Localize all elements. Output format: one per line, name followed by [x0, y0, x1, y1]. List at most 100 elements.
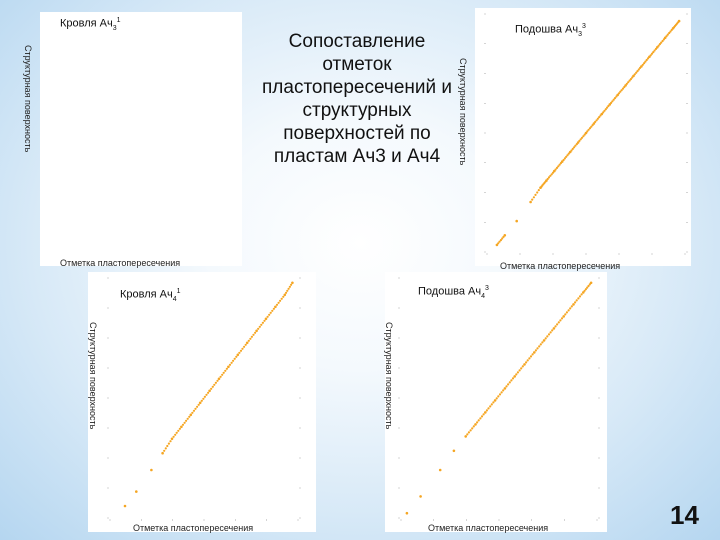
- data-point: [652, 51, 655, 54]
- data-point: [498, 240, 501, 243]
- data-point: [150, 468, 153, 472]
- data-point: [656, 46, 659, 49]
- data-point: [551, 329, 554, 332]
- data-point: [225, 367, 228, 370]
- data-point: [572, 303, 575, 306]
- data-point: [602, 111, 605, 114]
- data-point: [174, 433, 177, 436]
- data-point: [628, 79, 631, 82]
- data-point: [621, 87, 625, 90]
- data-point: [653, 49, 656, 52]
- data-point: [636, 70, 639, 73]
- data-point: [546, 177, 549, 181]
- data-point: [213, 383, 216, 386]
- data-point: [224, 369, 227, 372]
- data-point: [405, 511, 409, 515]
- data-point: [584, 288, 587, 291]
- data-point: [510, 379, 513, 382]
- data-point: [275, 303, 279, 306]
- data-point: [511, 377, 515, 380]
- data-point: [668, 31, 671, 35]
- data-point: [518, 369, 521, 372]
- data-point: [592, 122, 596, 125]
- data-point: [479, 417, 482, 420]
- data-point: [567, 309, 570, 312]
- chart-bottom-right: [385, 272, 607, 532]
- chart-top-left-xlabel: Отметка пластопересечения: [60, 258, 181, 268]
- data-point: [616, 93, 619, 97]
- data-point: [202, 397, 205, 400]
- data-point: [629, 78, 632, 81]
- data-point: [579, 138, 582, 141]
- page-number: 14: [670, 500, 699, 530]
- data-point: [164, 447, 167, 450]
- data-point: [555, 166, 559, 169]
- data-point: [477, 419, 480, 422]
- data-point: [244, 343, 247, 346]
- data-point: [282, 295, 285, 298]
- data-point: [180, 425, 183, 429]
- data-point: [575, 143, 578, 146]
- data-point: [569, 307, 572, 310]
- data-point: [559, 319, 562, 322]
- data-point: [529, 200, 532, 204]
- data-point: [533, 351, 536, 354]
- data-point: [627, 81, 630, 84]
- data-point: [570, 149, 573, 152]
- data-point: [580, 293, 583, 296]
- data-point: [163, 449, 166, 452]
- chart-bottom-right-ylabel: Структурная поверхность: [384, 322, 394, 430]
- data-point: [557, 321, 560, 324]
- chart-bottom-right-xlabel: Отметка пластопересечения: [428, 523, 549, 533]
- data-point: [599, 114, 602, 117]
- data-point: [594, 120, 597, 123]
- data-point: [612, 98, 615, 101]
- data-point: [191, 411, 194, 414]
- data-point: [288, 285, 291, 288]
- chart-bottom-right-plot: [398, 277, 600, 521]
- data-point: [500, 391, 503, 394]
- data-point: [249, 337, 252, 340]
- data-point: [549, 174, 552, 177]
- data-point: [669, 30, 672, 33]
- chart-top-right-xlabel: Отметка пластопересечения: [500, 261, 621, 271]
- chart-top-right-ylabel: Структурная поверхность: [458, 58, 468, 166]
- data-point: [185, 419, 188, 422]
- data-point: [643, 62, 646, 65]
- data-point: [189, 413, 193, 417]
- data-point: [217, 377, 221, 381]
- data-point: [619, 90, 622, 93]
- data-point: [515, 219, 518, 223]
- data-point: [243, 345, 246, 348]
- data-point: [283, 293, 287, 297]
- data-point: [161, 451, 164, 455]
- data-point: [565, 311, 568, 314]
- data-point: [562, 315, 565, 318]
- data-point: [502, 235, 505, 238]
- data-point: [610, 101, 613, 104]
- data-point: [547, 333, 551, 336]
- data-point: [516, 371, 519, 374]
- data-point: [534, 193, 537, 196]
- data-point: [166, 444, 169, 448]
- data-point: [214, 381, 217, 384]
- data-point: [661, 39, 664, 43]
- data-point: [239, 349, 243, 352]
- data-point: [662, 38, 665, 41]
- data-point: [563, 157, 566, 160]
- data-point: [574, 301, 577, 304]
- data-point: [536, 347, 539, 350]
- data-point: [578, 295, 582, 298]
- data-point: [274, 305, 277, 309]
- data-point: [513, 375, 516, 378]
- data-point: [631, 76, 634, 79]
- data-point: [660, 41, 663, 44]
- data-point: [230, 361, 233, 364]
- data-point: [261, 321, 264, 324]
- data-point: [467, 431, 470, 434]
- data-point: [578, 139, 581, 142]
- data-point: [539, 343, 542, 346]
- chart-top-right: [475, 8, 691, 266]
- data-point: [562, 158, 565, 162]
- data-point: [589, 281, 593, 285]
